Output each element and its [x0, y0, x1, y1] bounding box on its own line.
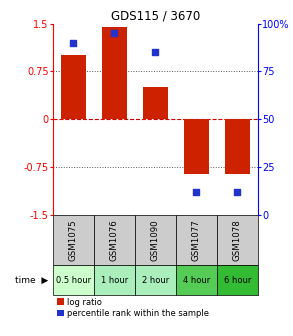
Bar	[61, 55, 86, 119]
Legend: log ratio, percentile rank within the sample: log ratio, percentile rank within the sa…	[57, 297, 209, 318]
Text: GSM1076: GSM1076	[110, 219, 119, 261]
Text: 2 hour: 2 hour	[142, 276, 169, 285]
Text: GSM1075: GSM1075	[69, 219, 78, 261]
Text: GSM1090: GSM1090	[151, 219, 160, 261]
Text: GSM1077: GSM1077	[192, 219, 201, 261]
Bar	[176, 265, 217, 295]
Text: 1 hour: 1 hour	[100, 276, 128, 285]
Point	[71, 40, 76, 45]
Bar	[176, 215, 217, 265]
Bar	[53, 215, 94, 265]
Point	[153, 50, 158, 55]
Bar	[102, 27, 127, 119]
Bar	[53, 265, 94, 295]
Bar	[94, 265, 135, 295]
Point	[112, 31, 117, 36]
Bar	[135, 215, 176, 265]
Point	[194, 190, 199, 195]
Bar	[94, 215, 135, 265]
Bar	[225, 119, 250, 174]
Bar	[184, 119, 209, 174]
Text: 6 hour: 6 hour	[224, 276, 251, 285]
Text: time  ▶: time ▶	[16, 276, 49, 285]
Title: GDS115 / 3670: GDS115 / 3670	[111, 9, 200, 23]
Bar	[217, 215, 258, 265]
Text: 4 hour: 4 hour	[183, 276, 210, 285]
Point	[235, 190, 240, 195]
Bar	[143, 87, 168, 119]
Bar	[217, 265, 258, 295]
Bar	[135, 265, 176, 295]
Text: GSM1078: GSM1078	[233, 219, 242, 261]
Text: 0.5 hour: 0.5 hour	[56, 276, 91, 285]
